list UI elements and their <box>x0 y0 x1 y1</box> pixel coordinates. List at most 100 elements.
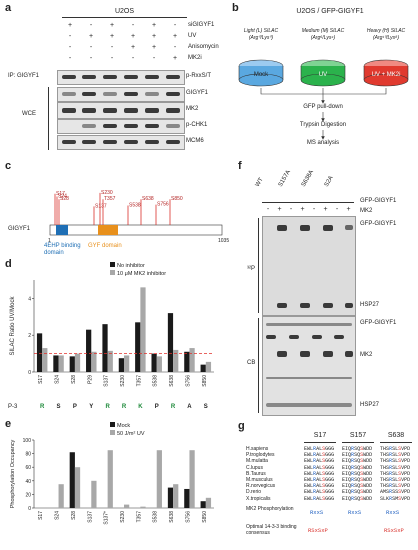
residue: D <box>369 464 373 471</box>
autoradiograph <box>262 216 356 316</box>
treatment-table: + - + - + - siGIGYF1 - + + + + + UV - - - + + - Anisomycin - -… <box>55 22 240 68</box>
residue: D <box>407 458 411 465</box>
x-tick-label: S137 <box>87 511 93 523</box>
sequence: EIQRSQSWDD <box>342 477 372 483</box>
residue: D <box>407 446 411 452</box>
blot-label-mcm6: MCM6 <box>186 138 204 144</box>
bar <box>91 351 97 372</box>
p3-label: P-3 <box>8 404 18 410</box>
lane-headers: WT S157A S638A S2A - + - + - + - + <box>252 162 418 213</box>
treatment-mark: - <box>110 44 114 51</box>
residue: G <box>325 495 329 502</box>
p3-residue: P <box>73 404 77 410</box>
residue: E <box>342 483 346 490</box>
residue: G <box>331 489 335 496</box>
residue: D <box>407 470 411 477</box>
cell-line-line <box>62 17 187 18</box>
site-label: S137 <box>95 203 107 209</box>
bar <box>140 287 146 372</box>
residue: G <box>331 470 335 477</box>
treatment-mark: + <box>130 33 136 40</box>
residue: M <box>383 489 387 496</box>
residue: G <box>325 483 329 490</box>
treatment-mark: - <box>89 55 93 62</box>
residue: P <box>404 458 408 465</box>
band-p-hsp27: HSP27 <box>360 302 380 308</box>
sequence: THSRSLSVPD <box>380 465 410 471</box>
residue: S <box>398 464 402 471</box>
residue: W <box>307 477 311 483</box>
residue: G <box>325 446 329 452</box>
residue: G <box>331 446 335 452</box>
sequence: EIQRSQSWDD <box>342 458 372 464</box>
x-tick-label: S850 <box>202 511 208 523</box>
residue: L <box>319 477 323 483</box>
protein-start: 1 <box>48 238 51 244</box>
treatment-mark: - <box>131 22 135 29</box>
residue: R <box>389 470 393 477</box>
bar <box>205 497 212 508</box>
residue: R <box>351 495 355 502</box>
residue: L <box>319 464 323 471</box>
residue: I <box>345 489 349 496</box>
x-tick-label: S137 <box>104 375 110 387</box>
cell-line-label: U2OS <box>114 8 135 15</box>
sequence: EIQRSQSWDD <box>342 489 372 495</box>
residue: I <box>345 495 349 502</box>
bar <box>184 351 190 372</box>
header-underline <box>380 442 412 443</box>
species-name: D.rerio <box>246 489 262 496</box>
residue: A <box>316 477 320 483</box>
x-tick-label: S24 <box>55 375 61 384</box>
residue: R <box>351 477 355 483</box>
panel-g-label: g <box>238 420 245 432</box>
autorad-label: ³²P <box>247 266 255 272</box>
residue: S <box>398 458 402 465</box>
residue: S <box>386 483 390 490</box>
residue: R <box>389 458 393 465</box>
y-tick-label: 60 <box>25 465 31 471</box>
residue: E <box>342 495 346 502</box>
residue: E <box>304 452 308 459</box>
residue: D <box>369 483 373 490</box>
residue: L <box>395 483 399 490</box>
residue: I <box>345 477 349 483</box>
x-tick-label: S17 <box>38 375 44 384</box>
residue: T <box>380 483 384 490</box>
residue: G <box>328 470 332 477</box>
residue: S <box>322 464 326 471</box>
bar <box>86 329 92 372</box>
treatment-mark: + <box>172 55 178 62</box>
silac-title: U2OS / GFP-GIGYF1 <box>296 8 364 15</box>
treatment-mark: + <box>109 33 115 40</box>
sequence: THSRSLSVPD <box>380 477 410 483</box>
bar <box>156 450 162 508</box>
bar <box>36 333 43 372</box>
legend-swatch-2 <box>110 270 115 275</box>
x-tick-label: S137* <box>104 511 110 525</box>
treatment-label: Anisomycin <box>188 44 219 50</box>
residue: R <box>313 470 317 477</box>
residue: W <box>363 446 367 452</box>
residue: V <box>401 452 405 459</box>
residue: R <box>351 483 355 490</box>
residue: S <box>392 452 396 459</box>
residue: W <box>363 477 367 483</box>
residue: Q <box>348 483 352 490</box>
residue: E <box>342 446 346 452</box>
residue: R <box>313 477 317 483</box>
species-name: M.musculus <box>246 477 273 483</box>
p3-residue: R <box>171 404 176 410</box>
residue: Q <box>357 458 361 465</box>
residue: E <box>304 489 308 496</box>
sequence: EIQRSQSWDD <box>342 465 372 471</box>
residue: S <box>360 470 364 477</box>
residue: L <box>310 470 314 477</box>
x-tick-label: S538 <box>153 375 159 387</box>
bar <box>124 355 130 372</box>
residue: D <box>366 464 370 471</box>
site-label: S28 <box>60 196 69 202</box>
residue: E <box>304 477 308 483</box>
residue: I <box>345 446 349 452</box>
